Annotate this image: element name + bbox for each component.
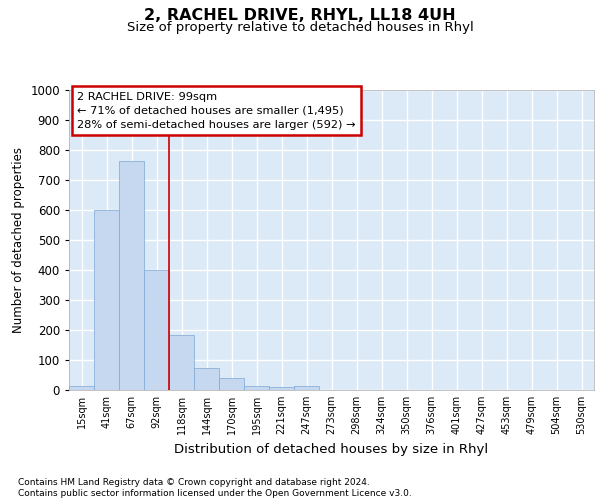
Bar [69, 386, 94, 390]
Bar [294, 386, 319, 390]
Bar [219, 378, 244, 390]
Bar [119, 160, 144, 390]
Bar [269, 387, 294, 390]
Bar [144, 270, 169, 390]
Bar [169, 334, 194, 390]
Bar [94, 210, 119, 390]
Bar [194, 368, 219, 390]
Bar [244, 386, 269, 390]
Text: Size of property relative to detached houses in Rhyl: Size of property relative to detached ho… [127, 22, 473, 35]
Text: 2, RACHEL DRIVE, RHYL, LL18 4UH: 2, RACHEL DRIVE, RHYL, LL18 4UH [144, 8, 456, 22]
Y-axis label: Number of detached properties: Number of detached properties [12, 147, 25, 333]
X-axis label: Distribution of detached houses by size in Rhyl: Distribution of detached houses by size … [175, 442, 488, 456]
Text: Contains HM Land Registry data © Crown copyright and database right 2024.
Contai: Contains HM Land Registry data © Crown c… [18, 478, 412, 498]
Text: 2 RACHEL DRIVE: 99sqm
← 71% of detached houses are smaller (1,495)
28% of semi-d: 2 RACHEL DRIVE: 99sqm ← 71% of detached … [77, 92, 355, 130]
